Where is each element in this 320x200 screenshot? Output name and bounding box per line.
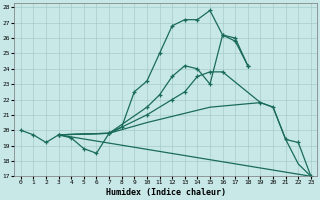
X-axis label: Humidex (Indice chaleur): Humidex (Indice chaleur): [106, 188, 226, 197]
